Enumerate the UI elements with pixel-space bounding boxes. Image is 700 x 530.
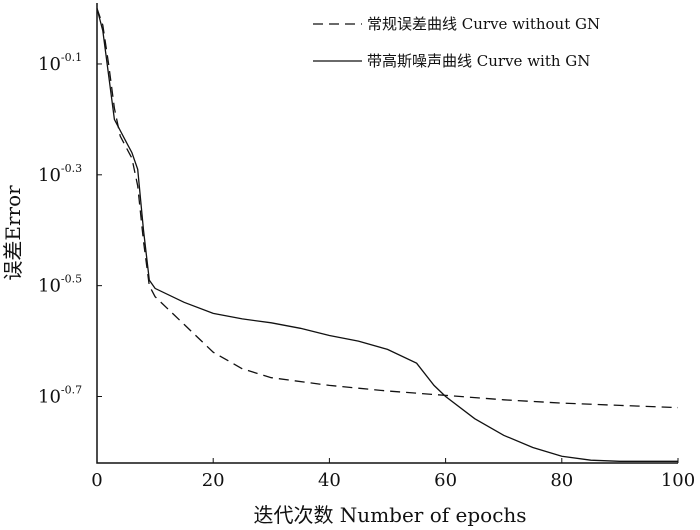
axes-frame (96, 3, 678, 464)
x-tick-label: 40 (318, 470, 341, 491)
x-tick-label: 0 (91, 470, 102, 491)
y-ticks: 10-0.1 10-0.3 10-0.5 10-0.7 (38, 51, 102, 407)
y-tick-label: 10-0.1 (38, 51, 82, 75)
series-layer (96, 8, 679, 462)
plot-area (96, 3, 678, 464)
legend-label: 常规误差曲线 Curve without GN (367, 15, 600, 33)
legend-label: 带高斯噪声曲线 Curve with GN (367, 52, 590, 70)
x-tick-label: 60 (434, 470, 457, 491)
x-axis-title: 迭代次数 Number of epochs (253, 503, 526, 527)
x-tick-label: 80 (550, 470, 573, 491)
x-ticks: 0 20 40 60 80 100 (91, 458, 695, 491)
y-tick-label: 10-0.3 (38, 162, 82, 186)
series-curve-with-gn (96, 8, 678, 462)
x-tick-label: 100 (661, 470, 695, 491)
y-tick-label: 10-0.5 (38, 273, 82, 297)
legend: 常规误差曲线 Curve without GN 带高斯噪声曲线 Curve wit… (313, 15, 600, 70)
y-tick-label: 10-0.7 (38, 383, 82, 407)
y-axis-title: 误差Error (1, 185, 25, 281)
x-tick-label: 20 (202, 470, 225, 491)
